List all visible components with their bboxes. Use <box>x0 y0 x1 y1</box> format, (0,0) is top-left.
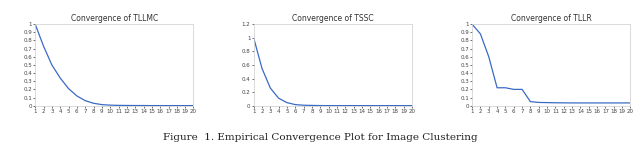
Title: Convergence of TSSC: Convergence of TSSC <box>292 14 374 23</box>
Title: Convergence of TLLMC: Convergence of TLLMC <box>71 14 158 23</box>
Text: Figure  1. Empirical Convergence Plot for Image Clustering: Figure 1. Empirical Convergence Plot for… <box>163 133 477 142</box>
Title: Convergence of TLLR: Convergence of TLLR <box>511 14 591 23</box>
